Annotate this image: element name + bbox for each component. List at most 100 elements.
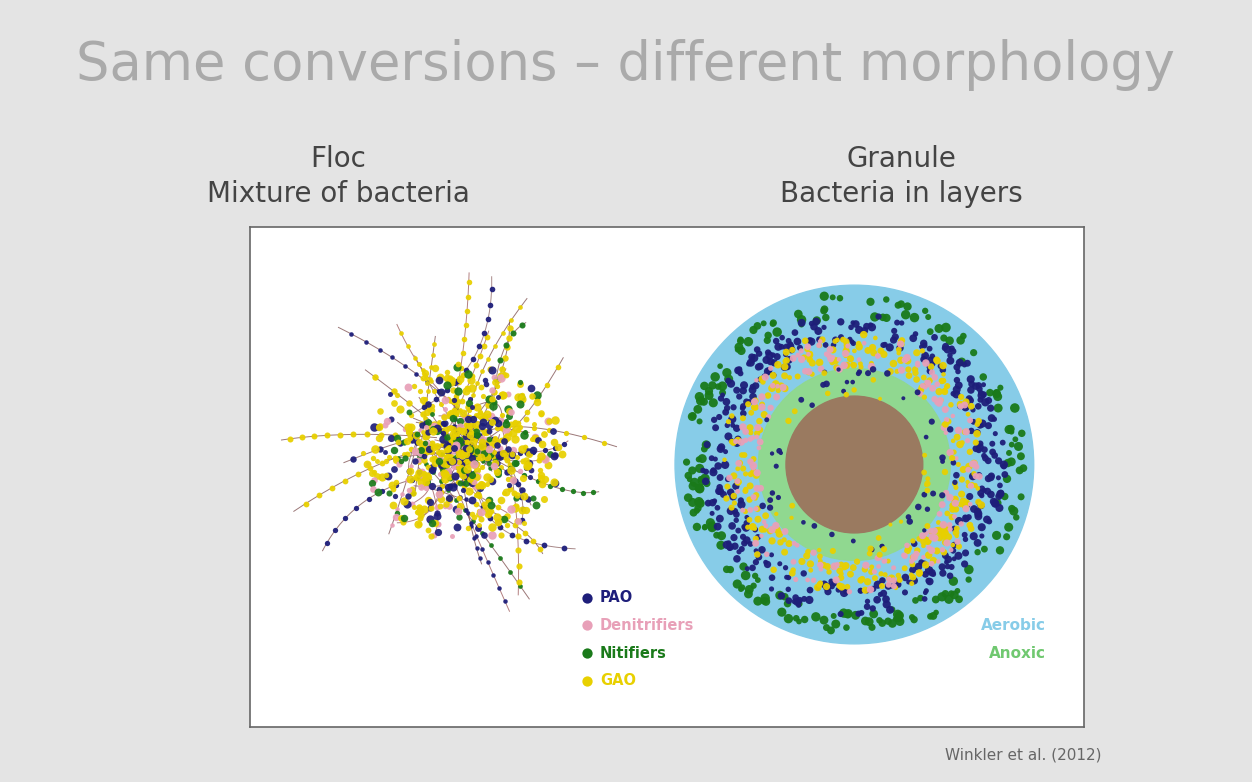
Point (453, 451, 473, 464)
Point (736, 534, 756, 547)
Point (516, 461, 536, 474)
Point (898, 300, 918, 313)
Point (899, 576, 919, 588)
Point (424, 419, 444, 432)
Point (437, 431, 457, 443)
Point (462, 469, 482, 482)
Point (520, 448, 540, 461)
Point (762, 523, 782, 536)
Point (800, 334, 820, 346)
Point (918, 378, 938, 391)
Point (731, 335, 751, 347)
Point (1002, 439, 1022, 451)
Point (478, 443, 498, 455)
Point (485, 432, 505, 445)
Point (457, 449, 477, 461)
Point (482, 393, 502, 405)
Point (452, 443, 472, 455)
Point (799, 348, 819, 361)
Point (855, 563, 875, 576)
Point (968, 505, 988, 518)
Point (456, 504, 476, 516)
Point (409, 505, 429, 518)
Point (446, 493, 466, 506)
Point (546, 414, 566, 426)
Point (891, 354, 911, 367)
Text: GAO: GAO (600, 673, 636, 688)
Point (466, 448, 486, 461)
Point (962, 425, 982, 437)
Point (575, 431, 595, 443)
Point (970, 437, 990, 450)
Point (831, 331, 851, 343)
Point (978, 485, 998, 497)
Point (968, 536, 988, 549)
Point (935, 426, 955, 439)
Point (918, 534, 938, 547)
Point (709, 411, 729, 423)
Point (908, 386, 928, 399)
Point (416, 417, 436, 429)
Point (495, 435, 515, 447)
Point (434, 467, 454, 479)
Point (776, 354, 796, 367)
Point (786, 612, 806, 625)
Point (800, 347, 820, 360)
Point (916, 431, 936, 443)
Point (691, 473, 711, 486)
Point (384, 396, 404, 409)
Point (760, 525, 780, 537)
Point (984, 413, 1004, 425)
Point (939, 531, 959, 543)
Point (777, 597, 798, 610)
Point (696, 475, 716, 487)
Point (965, 380, 985, 393)
Point (874, 555, 894, 568)
Point (855, 325, 875, 337)
Point (876, 312, 896, 325)
Point (735, 505, 755, 518)
Point (764, 317, 784, 329)
Point (726, 514, 746, 526)
Point (716, 446, 736, 458)
Point (749, 361, 769, 373)
Point (463, 413, 483, 425)
Point (863, 602, 883, 615)
Point (402, 473, 422, 486)
Point (890, 574, 910, 586)
Point (448, 445, 468, 457)
Point (696, 439, 716, 451)
Point (464, 458, 485, 471)
Point (472, 527, 492, 540)
Point (501, 314, 521, 327)
Point (463, 515, 483, 527)
Point (421, 441, 441, 454)
Point (885, 331, 905, 343)
Point (510, 378, 530, 390)
Point (472, 455, 492, 468)
Point (736, 522, 756, 534)
Point (929, 508, 949, 520)
Point (462, 470, 482, 482)
Point (394, 359, 414, 371)
Point (720, 542, 740, 554)
Point (437, 371, 457, 384)
Point (863, 583, 883, 595)
Point (1008, 440, 1028, 453)
Point (934, 421, 954, 434)
Point (803, 399, 823, 411)
Point (518, 446, 538, 458)
Point (782, 343, 803, 356)
Point (704, 414, 724, 426)
Point (485, 446, 505, 458)
Point (431, 450, 451, 463)
Point (459, 473, 480, 486)
Point (475, 374, 495, 386)
Point (999, 447, 1019, 459)
Point (918, 484, 938, 497)
Point (532, 438, 552, 450)
Point (368, 421, 388, 433)
Point (553, 542, 573, 554)
Point (427, 507, 447, 519)
Point (849, 368, 869, 380)
